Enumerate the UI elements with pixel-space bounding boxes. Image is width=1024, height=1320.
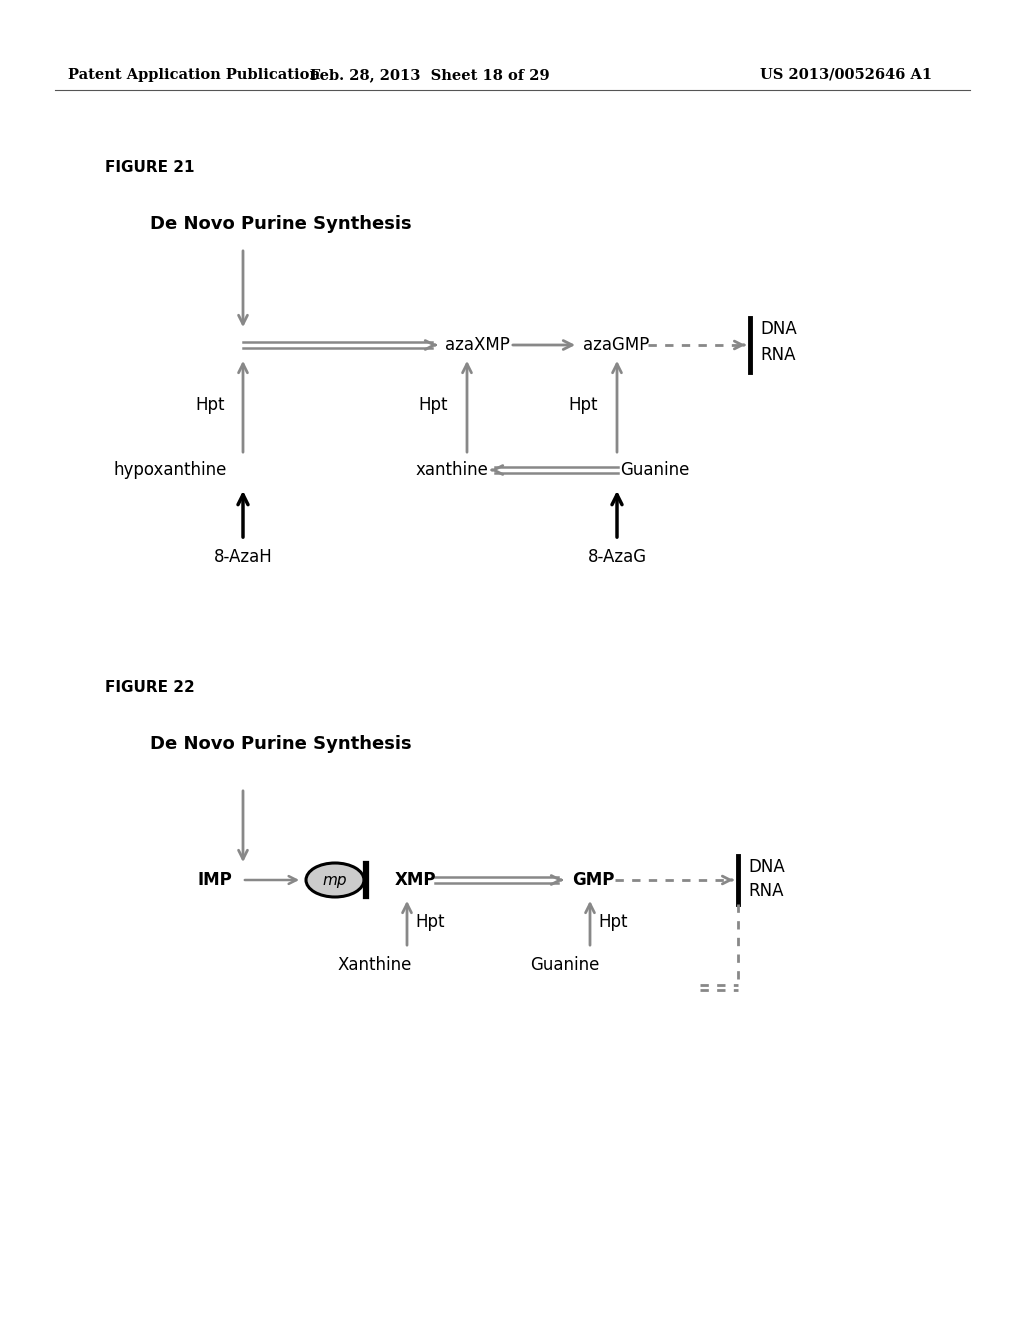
Text: DNA: DNA (760, 319, 797, 338)
Text: RNA: RNA (748, 882, 783, 900)
Ellipse shape (306, 863, 364, 898)
Text: 8-AzaH: 8-AzaH (214, 548, 272, 566)
Text: US 2013/0052646 A1: US 2013/0052646 A1 (760, 69, 932, 82)
Text: De Novo Purine Synthesis: De Novo Purine Synthesis (150, 735, 412, 752)
Text: De Novo Purine Synthesis: De Novo Purine Synthesis (150, 215, 412, 234)
Text: Feb. 28, 2013  Sheet 18 of 29: Feb. 28, 2013 Sheet 18 of 29 (310, 69, 550, 82)
Text: RNA: RNA (760, 346, 796, 364)
Text: IMP: IMP (198, 871, 232, 888)
Text: DNA: DNA (748, 858, 784, 876)
Text: azaXMP: azaXMP (445, 337, 510, 354)
Text: xanthine: xanthine (416, 461, 488, 479)
Text: 8-AzaG: 8-AzaG (588, 548, 646, 566)
Text: hypoxanthine: hypoxanthine (114, 461, 226, 479)
Text: Hpt: Hpt (568, 396, 597, 414)
Text: XMP: XMP (395, 871, 436, 888)
Text: Hpt: Hpt (418, 396, 447, 414)
Text: Hpt: Hpt (195, 396, 224, 414)
Text: Hpt: Hpt (415, 913, 444, 931)
Text: Guanine: Guanine (620, 461, 689, 479)
Text: Guanine: Guanine (530, 956, 600, 974)
Text: FIGURE 22: FIGURE 22 (105, 680, 195, 696)
Text: FIGURE 21: FIGURE 21 (105, 160, 195, 176)
Text: Patent Application Publication: Patent Application Publication (68, 69, 319, 82)
Text: Hpt: Hpt (598, 913, 628, 931)
Text: Xanthine: Xanthine (338, 956, 413, 974)
Text: mp: mp (323, 873, 347, 887)
Text: GMP: GMP (572, 871, 614, 888)
Text: azaGMP: azaGMP (583, 337, 649, 354)
